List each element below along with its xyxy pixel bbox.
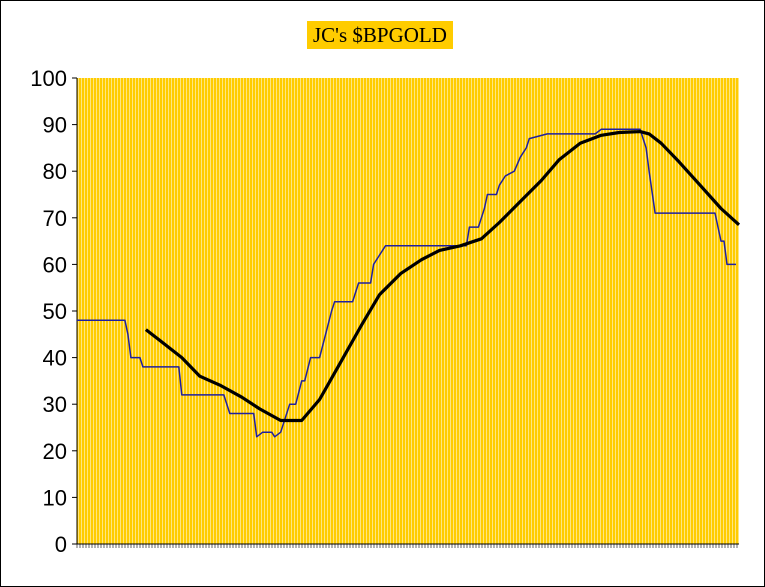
y-tick-label: 70 [43, 206, 67, 231]
y-tick-label: 10 [43, 485, 67, 510]
y-tick-label: 0 [55, 532, 67, 557]
y-tick-label: 80 [43, 159, 67, 184]
y-tick-label: 60 [43, 252, 67, 277]
y-tick-label: 40 [43, 346, 67, 371]
y-tick-label: 100 [30, 66, 67, 91]
smooth-series-line [144, 130, 741, 423]
y-tick-label: 20 [43, 439, 67, 464]
chart-title: JC's $BPGOLD [307, 21, 453, 49]
y-tick-label: 90 [43, 113, 67, 138]
y-tick-label: 30 [43, 392, 67, 417]
step-series-line [77, 128, 736, 438]
y-tick-label: 50 [43, 299, 67, 324]
